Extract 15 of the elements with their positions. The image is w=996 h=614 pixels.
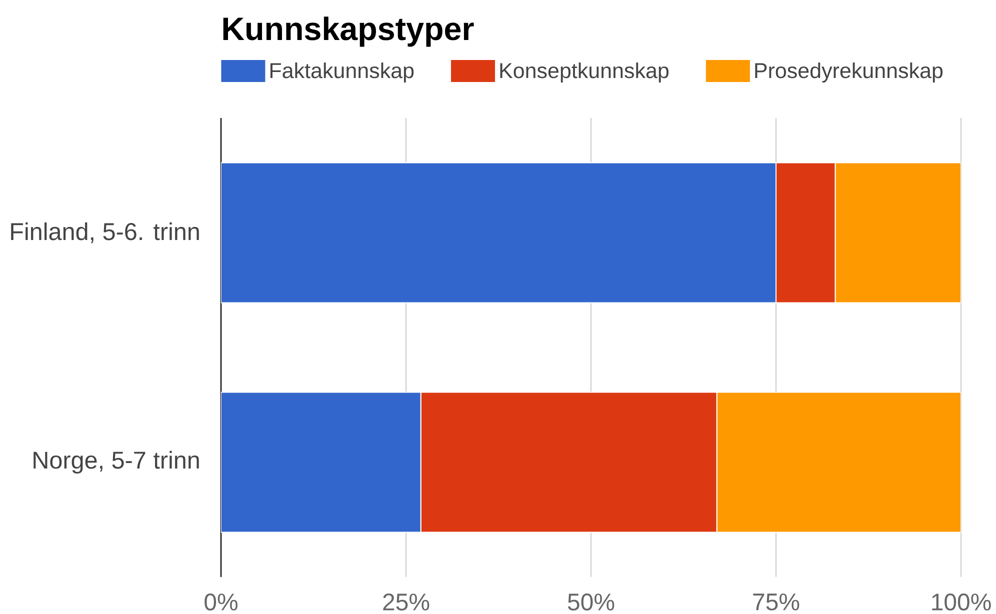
x-tick-label: 50% xyxy=(568,594,614,611)
bar xyxy=(834,162,962,304)
legend-label: Prosedyrekunnskap xyxy=(755,62,943,83)
legend-label: Konseptkunnskap xyxy=(500,62,669,83)
bar xyxy=(221,392,422,533)
x-tick-label: 0% xyxy=(204,594,238,611)
y-tick-label: Finland, 5-6. trinn xyxy=(11,222,199,244)
chart-title: Kunnskapstyper xyxy=(223,16,474,47)
x-tick-label: 75% xyxy=(753,594,800,610)
legend-label: Faktakunnskap xyxy=(270,62,414,83)
bar xyxy=(221,162,777,304)
y-tick-label: Norge, 5-7 trinn xyxy=(34,450,199,474)
x-tick-label: 100% xyxy=(932,594,991,611)
x-tick-label: 25% xyxy=(383,594,430,611)
bar xyxy=(716,392,962,533)
